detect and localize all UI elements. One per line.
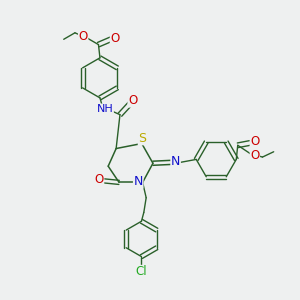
Text: O: O bbox=[128, 94, 137, 107]
Text: N: N bbox=[171, 155, 180, 168]
Text: O: O bbox=[250, 135, 260, 148]
Text: O: O bbox=[94, 173, 104, 186]
Text: S: S bbox=[138, 132, 146, 145]
Text: O: O bbox=[110, 32, 120, 45]
Text: O: O bbox=[250, 148, 260, 161]
Text: N: N bbox=[134, 175, 143, 188]
Text: O: O bbox=[79, 30, 88, 44]
Text: NH: NH bbox=[97, 104, 113, 114]
Text: Cl: Cl bbox=[136, 266, 147, 278]
